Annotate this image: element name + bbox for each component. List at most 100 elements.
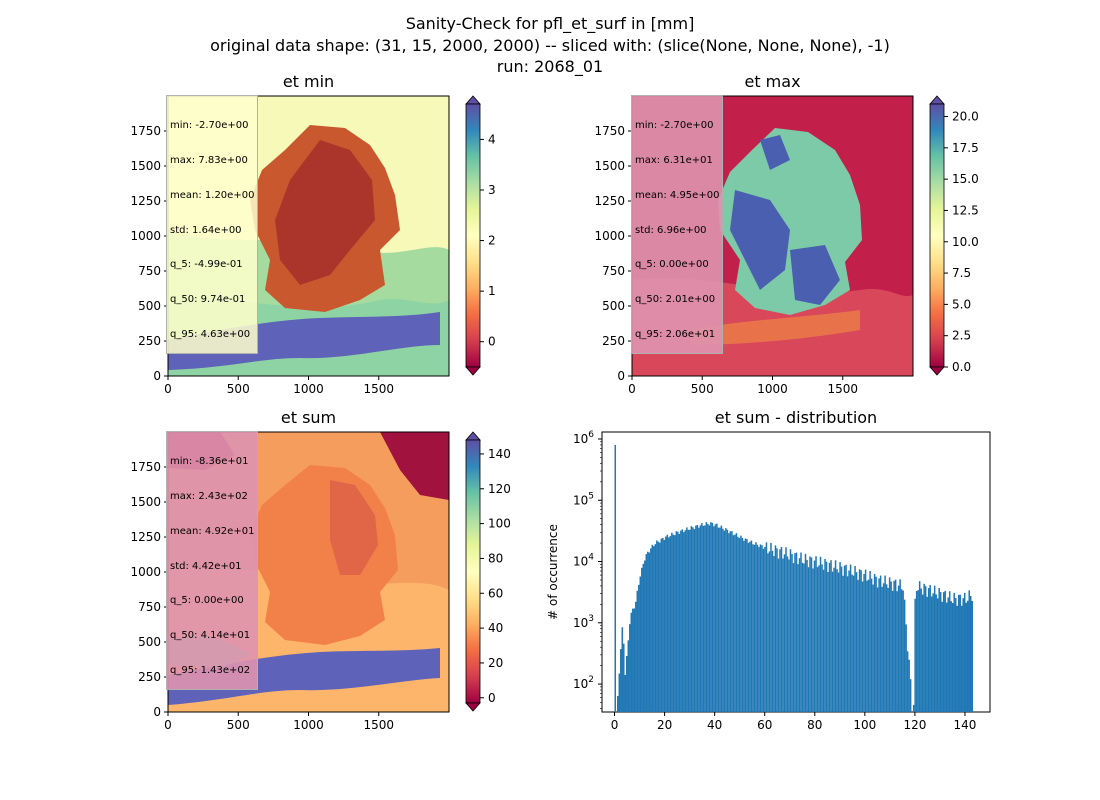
- histogram-bar: [753, 544, 756, 712]
- hist-y-tick-label: 104: [573, 553, 594, 569]
- x-tick-label: 0: [164, 718, 172, 732]
- histogram-bar: [891, 590, 894, 712]
- histogram-bar: [870, 578, 873, 712]
- histogram-bar: [863, 574, 865, 712]
- histogram-bar: [929, 585, 931, 712]
- histogram-bar: [737, 536, 739, 712]
- colorbar-tick-label: 120: [488, 482, 511, 496]
- y-tick-label: 500: [138, 299, 161, 313]
- histogram-bar: [920, 588, 922, 712]
- histogram-bar: [867, 579, 870, 712]
- stat-line: min: -8.36e+01: [170, 456, 249, 468]
- histogram-bar: [887, 587, 889, 712]
- histogram-bar: [768, 551, 771, 712]
- stat-line: max: 6.31e+01: [635, 154, 713, 166]
- y-tick-label: 0: [153, 705, 161, 719]
- histogram-bar: [873, 574, 876, 712]
- histogram-bar: [851, 574, 853, 712]
- histogram-bar: [650, 548, 652, 712]
- x-tick-label: 1500: [363, 382, 394, 396]
- hist-x-tick-label: 80: [807, 718, 822, 732]
- hist-x-tick-label: 20: [657, 718, 672, 732]
- histogram-bar: [765, 542, 768, 712]
- histogram-bar: [633, 608, 636, 712]
- colorbar-tick-label: 20: [488, 656, 503, 670]
- histogram-bar: [866, 580, 868, 712]
- histogram-bar: [623, 643, 625, 712]
- histogram-bar: [788, 559, 790, 712]
- histogram-bar: [774, 545, 777, 712]
- histogram-bar: [731, 531, 733, 712]
- histogram-bar: [827, 571, 829, 712]
- histogram-bar: [858, 569, 861, 712]
- histogram-bar: [821, 564, 823, 712]
- colorbar-tick-label: 0: [488, 691, 496, 705]
- histogram-bar: [854, 566, 856, 712]
- histogram-bar: [776, 548, 778, 712]
- histogram-bar: [933, 585, 936, 712]
- histogram-bar: [662, 537, 664, 712]
- histogram-bar: [966, 600, 969, 712]
- histogram-bar: [801, 562, 804, 712]
- figure-title-line-3: run: 2068_01: [496, 57, 604, 76]
- histogram-bar: [944, 590, 946, 712]
- histogram-bar: [872, 584, 874, 712]
- x-tick-label: 0: [164, 382, 172, 396]
- histogram-bar: [690, 526, 693, 712]
- histogram-bar: [755, 542, 757, 712]
- y-tick-label: 250: [602, 334, 625, 348]
- histogram-bar: [894, 579, 897, 712]
- histogram-bar: [770, 542, 772, 712]
- colorbar-et-sum: [465, 431, 481, 712]
- histogram-bar: [743, 540, 745, 712]
- histogram-bar: [842, 575, 844, 712]
- colorbar-tick-label: 100: [488, 517, 511, 531]
- histogram-bar: [702, 525, 705, 712]
- histogram-bar: [785, 547, 787, 712]
- y-tick-label: 1750: [130, 124, 161, 138]
- y-tick-label: 1750: [130, 460, 161, 474]
- histogram-bar: [899, 579, 901, 712]
- histogram-bar: [678, 533, 681, 712]
- y-tick-label: 1250: [594, 194, 625, 208]
- histogram-bar: [905, 624, 907, 712]
- y-tick-label: 250: [138, 334, 161, 348]
- histogram-bar: [782, 558, 784, 712]
- stat-line: q_50: 9.74e-01: [170, 294, 246, 306]
- histogram-bar: [635, 601, 637, 712]
- histogram-bar: [816, 567, 819, 712]
- histogram-bar: [642, 563, 645, 712]
- histogram-bar: [798, 558, 801, 712]
- histogram-bar: [675, 531, 678, 712]
- histogram-bar: [953, 592, 955, 712]
- stats-box-et-max: min: -2.70e+00 max: 6.31e+01 mean: 4.95e…: [631, 95, 724, 355]
- histogram-bar: [641, 567, 643, 712]
- stat-line: q_95: 1.43e+02: [170, 664, 251, 676]
- histogram-bar: [812, 568, 814, 712]
- colorbar-tick-label: 3: [488, 183, 496, 197]
- histogram-bar: [795, 552, 798, 712]
- histogram-bar: [665, 536, 667, 712]
- histogram-bar: [696, 524, 699, 712]
- histogram-bar: [830, 560, 832, 712]
- histogram-bar: [819, 556, 822, 712]
- hist-y-tick-label: 105: [573, 491, 594, 507]
- y-tick-label: 1250: [130, 194, 161, 208]
- histogram-bar: [648, 552, 651, 712]
- histogram-bar: [810, 557, 813, 712]
- figure-title-line-2: original data shape: (31, 15, 2000, 2000…: [210, 36, 890, 55]
- histogram-bar: [660, 538, 663, 712]
- hist-y-tick-exponent: 6: [588, 430, 594, 440]
- histogram-bar: [836, 569, 838, 712]
- histogram-bar: [734, 534, 736, 712]
- histogram-bar: [903, 599, 906, 712]
- histogram-bar: [959, 594, 961, 712]
- histogram-bar: [752, 544, 754, 712]
- histogram-bar: [720, 525, 723, 712]
- histogram-bar: [756, 544, 759, 712]
- histogram-bar: [804, 553, 807, 712]
- histogram-bar: [677, 531, 679, 712]
- histogram-bar: [630, 612, 633, 712]
- hist-y-tick-exponent: 5: [588, 491, 594, 501]
- histogram-bar: [684, 530, 687, 712]
